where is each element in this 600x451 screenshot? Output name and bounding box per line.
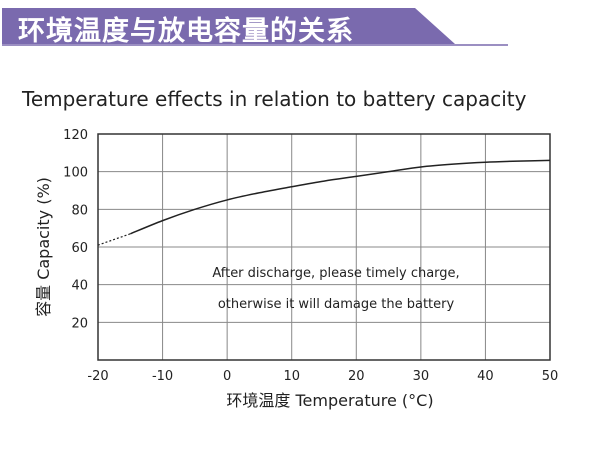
- y-tick-label: 20: [71, 316, 88, 331]
- annotation-line-2: otherwise it will damage the battery: [218, 297, 455, 312]
- annotation-line-1: After discharge, please timely charge,: [212, 266, 459, 281]
- plot-frame: [97, 133, 551, 361]
- y-tick-label: 120: [63, 128, 88, 143]
- x-axis-label: 环境温度 Temperature (°C): [226, 391, 433, 410]
- title-banner: [2, 8, 508, 46]
- x-tick-label: 10: [283, 369, 300, 384]
- banner-shape: [2, 8, 455, 44]
- x-tick-label: -20: [87, 369, 108, 384]
- y-tick-label: 60: [71, 241, 88, 256]
- capacity-curve: [130, 159, 551, 235]
- y-tick-label: 100: [63, 166, 88, 181]
- y-tick-label: 80: [71, 203, 88, 218]
- y-tick-label: 40: [71, 279, 88, 294]
- y-axis-label: 容量 Capacity (%): [34, 177, 53, 317]
- x-tick-label: 20: [348, 369, 365, 384]
- chart-title: Temperature effects in relation to batte…: [22, 87, 527, 111]
- x-tick-label: 30: [413, 369, 430, 384]
- x-tick-label: 50: [542, 369, 559, 384]
- x-tick-label: -10: [152, 369, 173, 384]
- page-title: 环境温度与放电容量的关系: [18, 16, 354, 47]
- x-tick-label: 40: [477, 369, 494, 384]
- curve-extrapolated-segment: [97, 233, 131, 246]
- x-tick-label: 0: [223, 369, 231, 384]
